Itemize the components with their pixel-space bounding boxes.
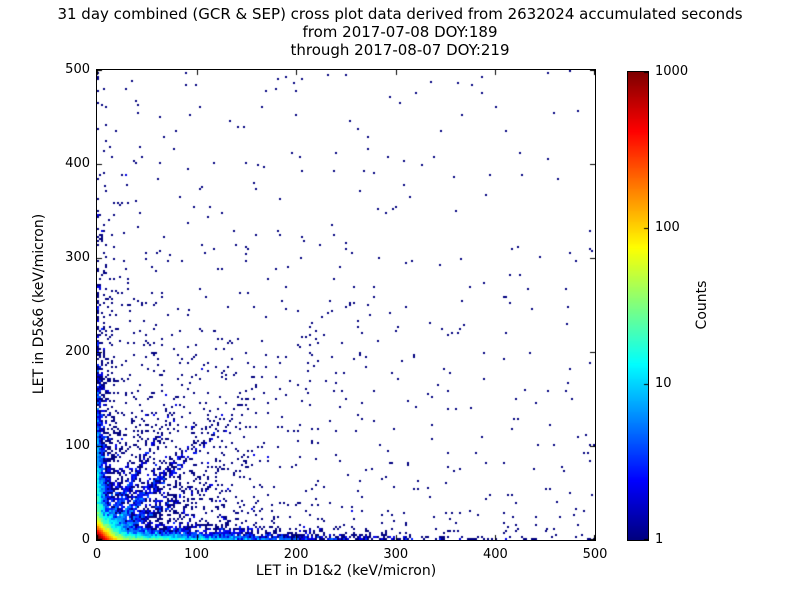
chart-title-line-3: through 2017-08-07 DOY:219 bbox=[290, 41, 510, 59]
y-tick-label: 200 bbox=[65, 344, 90, 359]
y-tick-label: 0 bbox=[81, 532, 90, 547]
chart-title-line-1: 31 day combined (GCR & SEP) cross plot d… bbox=[57, 5, 743, 23]
colorbar-tick-label: 10 bbox=[655, 376, 672, 391]
colorbar-tick-label: 100 bbox=[655, 220, 680, 235]
plot-area bbox=[96, 69, 596, 541]
y-tick-label: 400 bbox=[65, 156, 90, 171]
y-axis-label: LET in D5&6 (keV/micron) bbox=[31, 213, 47, 395]
x-tick-label: 0 bbox=[92, 547, 102, 562]
x-tick-label: 400 bbox=[482, 547, 508, 562]
colorbar-label: Counts bbox=[694, 280, 710, 330]
y-tick-label: 300 bbox=[65, 250, 90, 265]
colorbar bbox=[627, 71, 649, 541]
colorbar-tick-label: 1000 bbox=[655, 64, 689, 79]
scatter-density-canvas bbox=[97, 70, 595, 540]
y-tick-label: 100 bbox=[65, 438, 90, 453]
x-tick-label: 500 bbox=[582, 547, 608, 562]
colorbar-gradient-canvas bbox=[628, 72, 648, 540]
colorbar-tick-label: 1 bbox=[655, 532, 664, 547]
x-tick-label: 200 bbox=[283, 547, 309, 562]
x-axis-label: LET in D1&2 (keV/micron) bbox=[255, 563, 437, 579]
y-tick-label: 500 bbox=[65, 62, 90, 77]
x-tick-label: 100 bbox=[184, 547, 209, 562]
chart-title-line-2: from 2017-07-08 DOY:189 bbox=[302, 23, 498, 41]
x-tick-label: 300 bbox=[383, 547, 409, 562]
